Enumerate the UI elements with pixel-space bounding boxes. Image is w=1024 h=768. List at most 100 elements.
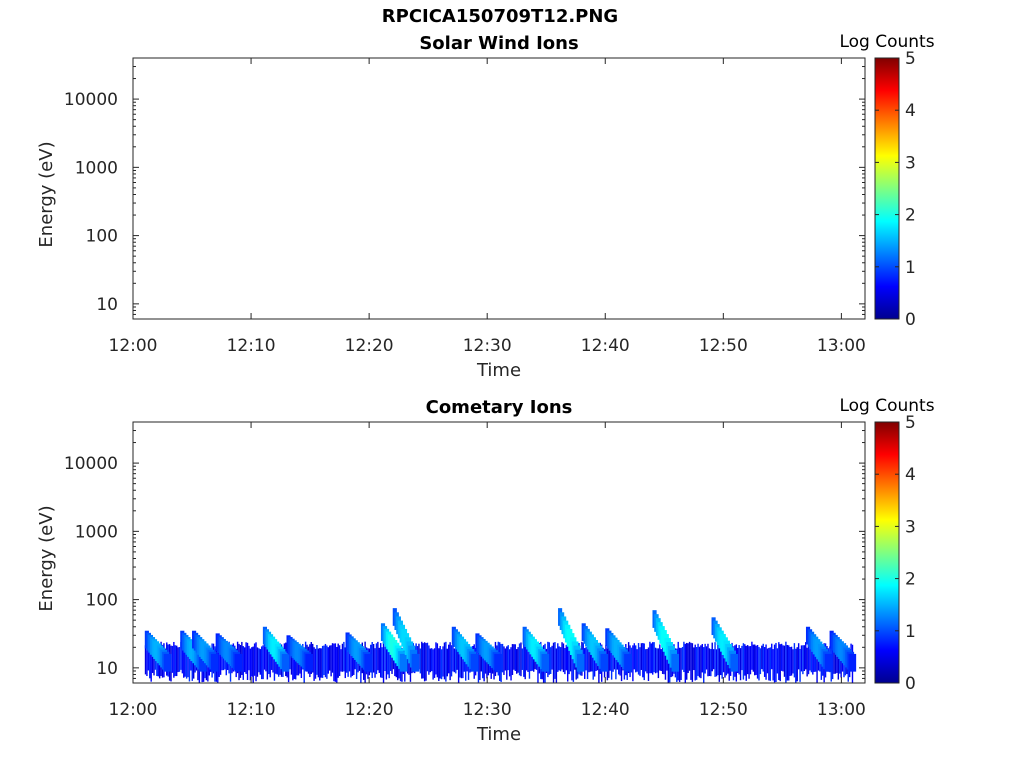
background-column — [178, 647, 181, 672]
background-column — [742, 643, 745, 680]
background-column — [786, 644, 789, 681]
data-blob — [652, 610, 680, 672]
background-column — [773, 644, 776, 683]
background-column — [423, 642, 426, 682]
background-column — [661, 643, 664, 674]
blob-segment — [470, 653, 479, 672]
background-column — [782, 645, 784, 672]
background-column — [612, 644, 614, 672]
background-column — [334, 643, 337, 682]
background-column — [766, 648, 769, 674]
background-column — [328, 645, 331, 671]
background-column — [705, 646, 708, 670]
background-column — [177, 647, 179, 673]
background-column — [772, 649, 774, 681]
background-column — [698, 646, 701, 678]
background-column — [707, 643, 709, 677]
blob-segment — [671, 653, 680, 672]
x-tick-label: 13:00 — [817, 336, 866, 356]
background-column — [331, 643, 334, 673]
background-column — [565, 644, 568, 671]
background-column — [272, 643, 274, 673]
background-column — [371, 642, 373, 679]
background-column — [788, 645, 790, 681]
background-column — [256, 647, 259, 677]
background-column — [326, 645, 328, 679]
background-column — [248, 645, 250, 671]
x-tick-label: 12:30 — [463, 336, 512, 356]
background-column — [802, 645, 804, 675]
background-column — [377, 641, 379, 671]
background-column — [372, 644, 375, 673]
background-column — [333, 643, 335, 682]
background-column — [745, 645, 747, 681]
background-column — [780, 643, 783, 671]
x-tick-label: 12:50 — [699, 700, 748, 720]
background-column — [721, 647, 723, 679]
x-tick-label: 12:10 — [227, 336, 276, 356]
background-column — [440, 649, 443, 680]
background-column — [712, 649, 715, 670]
colorbar-tick-label: 1 — [905, 258, 916, 278]
background-column — [608, 647, 610, 678]
background-column — [836, 645, 838, 673]
background-column — [609, 647, 611, 671]
background-column — [510, 647, 512, 681]
data-blob — [144, 630, 172, 672]
colorbar-tick-label: 5 — [905, 413, 916, 433]
background-column — [783, 645, 786, 677]
y-tick-label: 10000 — [64, 454, 118, 474]
background-column — [507, 645, 509, 671]
background-column — [313, 647, 315, 681]
background-column — [687, 643, 689, 674]
background-column — [353, 648, 355, 675]
background-column — [755, 645, 757, 675]
background-column — [445, 641, 447, 682]
background-column — [690, 642, 692, 680]
background-column — [552, 642, 555, 683]
background-column — [187, 649, 189, 678]
colorbar-tick-label: 0 — [905, 674, 916, 694]
background-column — [375, 643, 378, 675]
x-tick-label: 12:20 — [345, 700, 394, 720]
background-column — [175, 645, 178, 677]
background-column — [336, 646, 338, 683]
background-column — [387, 643, 389, 675]
background-column — [385, 643, 388, 680]
blob-segment — [848, 653, 857, 672]
background-column — [693, 647, 695, 671]
background-column — [650, 643, 653, 674]
background-column — [636, 649, 638, 672]
background-column — [422, 643, 424, 679]
background-column — [421, 641, 423, 679]
background-column — [316, 644, 318, 675]
background-column — [657, 648, 660, 679]
background-column — [715, 649, 718, 677]
background-column — [701, 643, 704, 673]
background-column — [188, 645, 191, 682]
data-blob — [475, 633, 502, 672]
colorbar — [874, 57, 900, 320]
background-column — [268, 643, 270, 675]
background-column — [796, 647, 798, 682]
background-column — [694, 644, 696, 681]
y-tick-label: 1000 — [75, 158, 118, 178]
background-column — [814, 645, 817, 672]
background-column — [432, 649, 434, 680]
background-column — [660, 649, 662, 672]
data-blob — [380, 623, 408, 672]
background-column — [516, 649, 518, 674]
background-column — [778, 642, 780, 681]
background-column — [680, 648, 682, 680]
background-column — [317, 648, 320, 678]
background-column — [703, 647, 705, 683]
background-column — [293, 646, 295, 679]
background-column — [837, 645, 840, 680]
x-axis-label: Time — [476, 724, 521, 745]
blob-segment — [399, 653, 408, 672]
background-column — [656, 648, 658, 673]
background-column — [243, 647, 246, 673]
background-column — [218, 645, 220, 677]
blob-segment — [541, 653, 550, 672]
background-column — [181, 643, 184, 674]
